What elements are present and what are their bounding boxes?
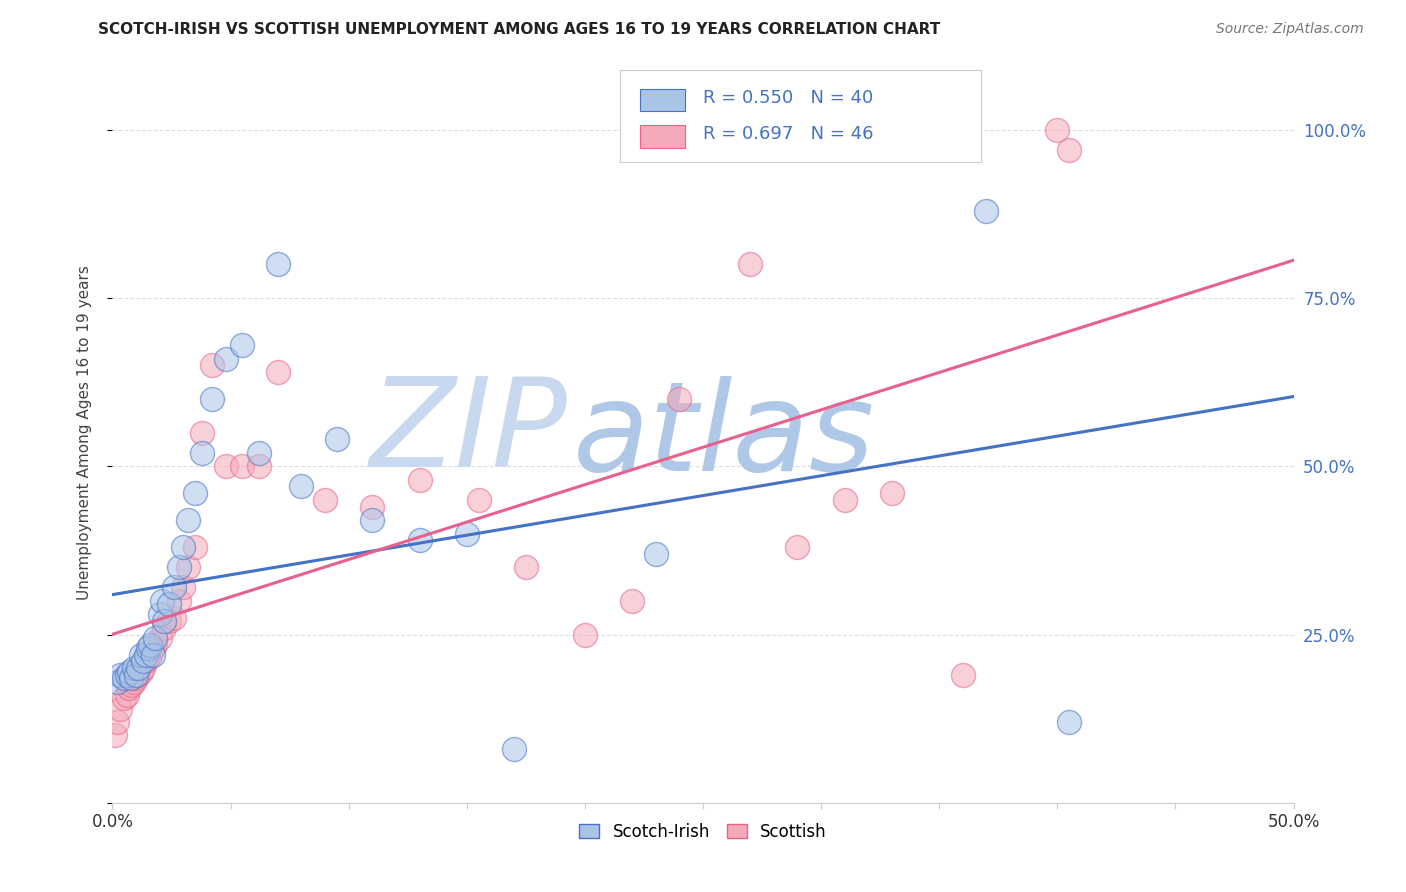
Point	[153, 621, 176, 635]
Point	[172, 540, 194, 554]
Point	[786, 540, 808, 554]
Point	[136, 640, 159, 655]
Text: atlas: atlas	[574, 376, 875, 497]
Point	[135, 655, 157, 669]
Text: R = 0.550   N = 40: R = 0.550 N = 40	[703, 89, 873, 107]
Point	[142, 648, 165, 662]
Point	[834, 492, 856, 507]
Point	[127, 668, 149, 682]
Point	[880, 486, 903, 500]
Point	[118, 665, 141, 679]
Point	[172, 581, 194, 595]
Point	[129, 665, 152, 679]
Point	[112, 691, 135, 706]
Point	[120, 671, 142, 685]
Point	[115, 688, 138, 702]
Point	[139, 638, 162, 652]
Point	[139, 648, 162, 662]
Point	[143, 631, 166, 645]
Point	[125, 671, 148, 685]
Point	[127, 661, 149, 675]
Point	[177, 513, 200, 527]
Point	[290, 479, 312, 493]
Point	[201, 359, 224, 373]
Point	[108, 668, 131, 682]
Point	[122, 674, 145, 689]
Bar	[640, 126, 685, 147]
Point	[668, 392, 690, 406]
Point	[952, 668, 974, 682]
Text: R = 0.697   N = 46: R = 0.697 N = 46	[703, 125, 873, 144]
Point	[191, 425, 214, 440]
Point	[184, 486, 207, 500]
Point	[135, 648, 157, 662]
Point	[105, 674, 128, 689]
Point	[167, 560, 190, 574]
Point	[740, 257, 762, 271]
Point	[184, 540, 207, 554]
Point	[644, 547, 666, 561]
Y-axis label: Unemployment Among Ages 16 to 19 years: Unemployment Among Ages 16 to 19 years	[77, 265, 91, 600]
Point	[231, 338, 253, 352]
Point	[120, 678, 142, 692]
Point	[150, 594, 173, 608]
Point	[149, 607, 172, 622]
Legend: Scotch-Irish, Scottish: Scotch-Irish, Scottish	[572, 816, 834, 847]
Point	[201, 392, 224, 406]
Point	[142, 640, 165, 655]
Text: Source: ZipAtlas.com: Source: ZipAtlas.com	[1216, 22, 1364, 37]
Point	[314, 492, 336, 507]
Point	[125, 668, 148, 682]
FancyBboxPatch shape	[620, 70, 980, 162]
Point	[408, 533, 430, 548]
Point	[1057, 143, 1080, 157]
Point	[1057, 714, 1080, 729]
Point	[149, 631, 172, 645]
Point	[215, 459, 238, 474]
Point	[408, 473, 430, 487]
Point	[157, 614, 180, 628]
Text: ZIP: ZIP	[370, 372, 567, 493]
Point	[136, 651, 159, 665]
Point	[167, 594, 190, 608]
Point	[163, 610, 186, 624]
Point	[157, 597, 180, 611]
Bar	[640, 89, 685, 112]
Point	[267, 365, 290, 379]
Point	[976, 203, 998, 218]
Point	[515, 560, 537, 574]
Point	[118, 681, 141, 696]
Point	[267, 257, 290, 271]
Point	[153, 614, 176, 628]
Point	[503, 742, 526, 756]
Point	[456, 526, 478, 541]
Point	[361, 500, 384, 514]
Point	[574, 627, 596, 641]
Point	[215, 351, 238, 366]
Point	[621, 594, 644, 608]
Point	[163, 581, 186, 595]
Point	[129, 648, 152, 662]
Point	[105, 714, 128, 729]
Point	[467, 492, 489, 507]
Point	[108, 701, 131, 715]
Text: SCOTCH-IRISH VS SCOTTISH UNEMPLOYMENT AMONG AGES 16 TO 19 YEARS CORRELATION CHAR: SCOTCH-IRISH VS SCOTTISH UNEMPLOYMENT AM…	[98, 22, 941, 37]
Point	[122, 661, 145, 675]
Point	[112, 671, 135, 685]
Point	[177, 560, 200, 574]
Point	[132, 655, 155, 669]
Point	[247, 446, 270, 460]
Point	[326, 433, 349, 447]
Point	[1046, 122, 1069, 136]
Point	[115, 668, 138, 682]
Point	[231, 459, 253, 474]
Point	[132, 661, 155, 675]
Point	[247, 459, 270, 474]
Point	[104, 729, 127, 743]
Point	[143, 638, 166, 652]
Point	[361, 513, 384, 527]
Point	[191, 446, 214, 460]
